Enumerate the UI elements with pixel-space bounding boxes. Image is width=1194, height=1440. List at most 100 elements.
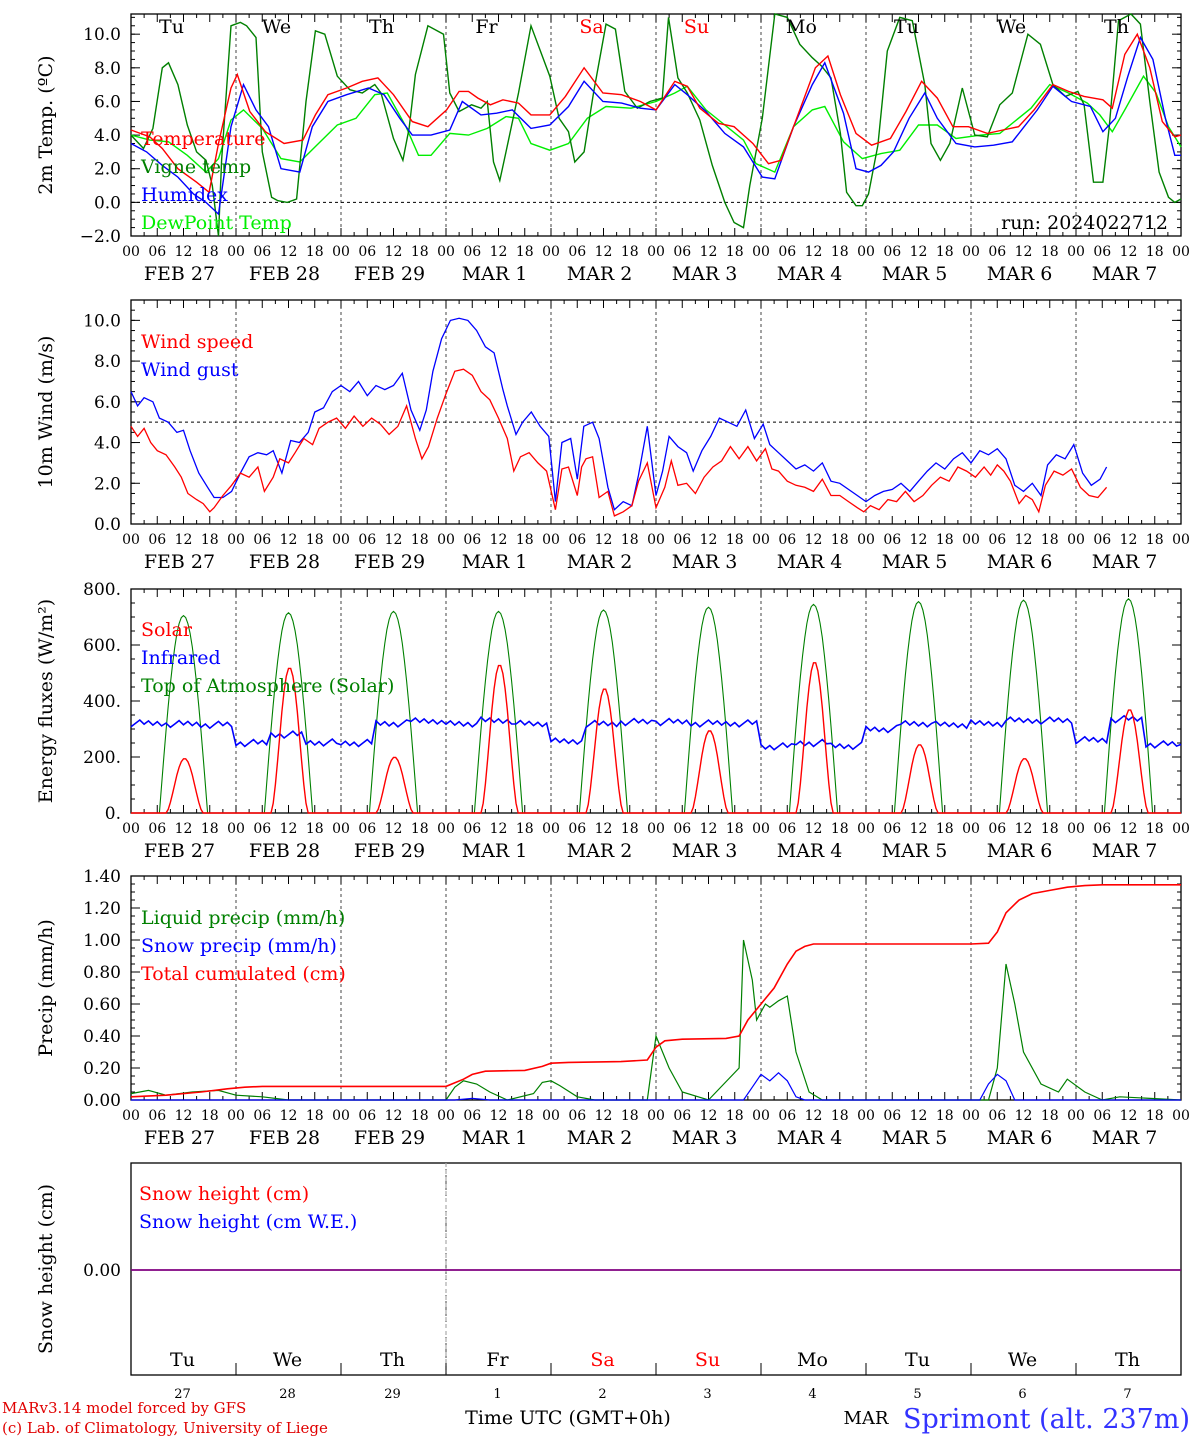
hour-label: 06 (148, 244, 166, 260)
hour-label: 06 (253, 821, 271, 837)
hour-label: 06 (1093, 1108, 1111, 1124)
series-line (130, 13, 1182, 237)
hour-label: 00 (122, 532, 140, 548)
hour-label: 00 (1067, 1108, 1085, 1124)
hour-label: 18 (1041, 532, 1059, 548)
hour-label: 18 (411, 821, 429, 837)
date-label: MAR 3 (672, 840, 738, 862)
date-label: MAR 2 (567, 263, 633, 285)
date-label: FEB 27 (144, 551, 215, 573)
hour-label: 06 (568, 244, 586, 260)
hour-label: 18 (831, 1108, 849, 1124)
hour-label: 18 (1146, 1108, 1164, 1124)
hour-label: 00 (437, 244, 455, 260)
hour-label: 06 (463, 244, 481, 260)
hour-label: 06 (568, 1108, 586, 1124)
day-number: 7 (1123, 1387, 1131, 1402)
hour-label: 18 (306, 821, 324, 837)
hour-label: 18 (936, 244, 954, 260)
date-label: MAR 1 (462, 551, 528, 573)
hour-label: 06 (253, 532, 271, 548)
hour-label: 12 (1015, 821, 1033, 837)
hour-label: 00 (122, 1108, 140, 1124)
day-number: 28 (279, 1387, 296, 1402)
hour-label: 06 (778, 1108, 796, 1124)
y-tick-label: 0.40 (83, 1027, 121, 1047)
hour-label: 00 (227, 821, 245, 837)
hour-label: 06 (148, 1108, 166, 1124)
hour-label: 06 (1093, 532, 1111, 548)
hour-label: 18 (1146, 821, 1164, 837)
hour-label: 00 (962, 532, 980, 548)
weekday-label: Tu (159, 16, 184, 38)
date-label: MAR 6 (987, 1127, 1053, 1149)
hour-label: 18 (201, 244, 219, 260)
hour-label: 00 (962, 1108, 980, 1124)
hour-label: 06 (463, 532, 481, 548)
date-label: MAR 5 (882, 1127, 948, 1149)
hour-label: 00 (332, 532, 350, 548)
legend-entry: Liquid precip (mm/h) (141, 907, 345, 929)
hour-label: 06 (988, 532, 1006, 548)
weekday-label: We (262, 16, 291, 38)
hour-label: 12 (280, 1108, 298, 1124)
day-number: 4 (808, 1387, 816, 1402)
hour-label: 06 (1093, 244, 1111, 260)
hour-label: 12 (700, 1108, 718, 1124)
date-label: MAR 2 (567, 1127, 633, 1149)
hour-label: 12 (385, 244, 403, 260)
day-number: 1 (493, 1387, 501, 1402)
y-tick-label: 4.0 (94, 126, 121, 146)
weekday-label: Tu (170, 1349, 195, 1371)
hour-label: 12 (385, 1108, 403, 1124)
y-tick-label: 4.0 (94, 434, 121, 454)
hour-label: 12 (1120, 821, 1138, 837)
model-credit: MARv3.14 model forced by GFS (2, 1399, 247, 1417)
panel-3 (130, 588, 1182, 814)
hour-label: 06 (883, 532, 901, 548)
y-tick-label: 200. (83, 748, 121, 768)
weekday-label: Fr (475, 16, 498, 38)
hour-label: 18 (306, 244, 324, 260)
hour-label: 12 (1120, 532, 1138, 548)
y-tick-label: 1.00 (83, 931, 121, 951)
hour-label: 00 (752, 1108, 770, 1124)
legend-entry: Snow height (cm W.E.) (139, 1211, 357, 1233)
date-label: FEB 28 (249, 551, 320, 573)
hour-label: 12 (1120, 244, 1138, 260)
hour-label: 12 (595, 244, 613, 260)
date-label: MAR 5 (882, 551, 948, 573)
hour-label: 18 (621, 821, 639, 837)
weekday-label: Mo (786, 16, 817, 38)
weekday-label: We (273, 1349, 302, 1371)
weekday-label: Su (695, 1349, 720, 1371)
date-label: MAR 3 (672, 1127, 738, 1149)
hour-label: 00 (857, 532, 875, 548)
y-tick-label: 2.0 (94, 160, 121, 180)
hour-label: 00 (332, 821, 350, 837)
hour-label: 18 (621, 532, 639, 548)
hour-label: 12 (280, 532, 298, 548)
weekday-label: Tu (894, 16, 919, 38)
hour-label: 18 (1041, 1108, 1059, 1124)
series-line (130, 32, 1182, 194)
hour-label: 00 (752, 532, 770, 548)
hour-label: 06 (883, 244, 901, 260)
hour-label: 12 (490, 821, 508, 837)
hour-label: 06 (673, 1108, 691, 1124)
series-line (131, 662, 1181, 814)
weekday-label: Mo (797, 1349, 828, 1371)
hour-label: 00 (1172, 244, 1190, 260)
series-line (131, 1071, 1181, 1101)
hour-label: 12 (1015, 1108, 1033, 1124)
hour-label: 00 (857, 821, 875, 837)
hour-label: 00 (122, 244, 140, 260)
date-label: FEB 29 (354, 1127, 425, 1149)
hour-label: 00 (857, 1108, 875, 1124)
hour-label: 00 (1067, 532, 1085, 548)
hour-label: 00 (1067, 821, 1085, 837)
hour-label: 06 (883, 1108, 901, 1124)
hour-label: 06 (253, 1108, 271, 1124)
date-label: MAR 4 (777, 551, 843, 573)
hour-label: 12 (595, 821, 613, 837)
